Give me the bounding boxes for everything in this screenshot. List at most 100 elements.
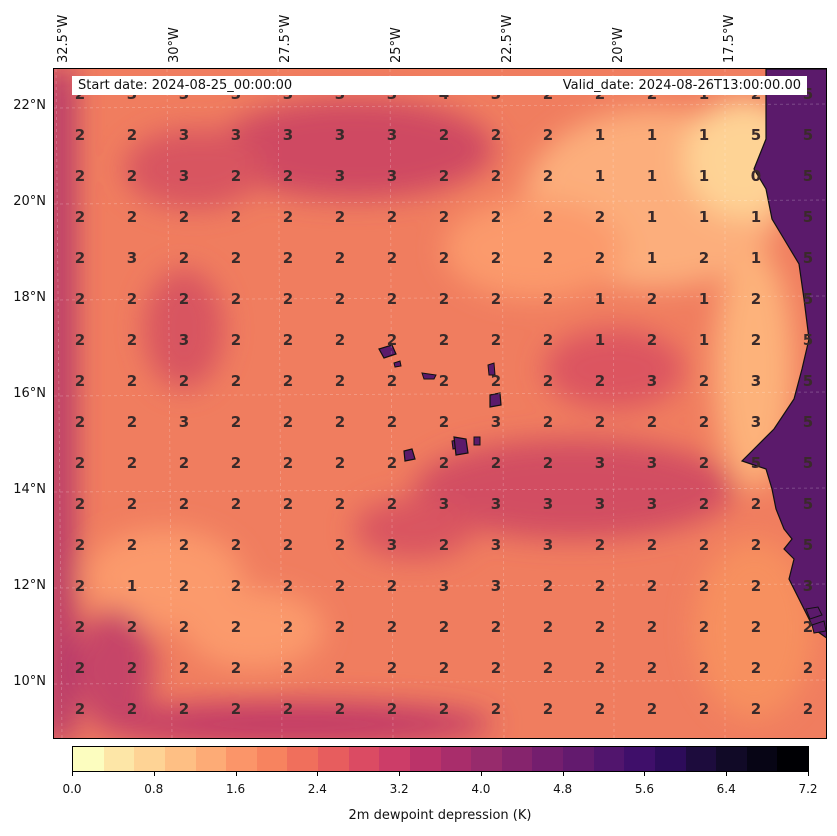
grid-value: 2 xyxy=(75,495,85,513)
grid-value: 2 xyxy=(543,126,553,144)
grid-value: 2 xyxy=(231,413,241,431)
grid-value: 2 xyxy=(127,618,137,636)
grid-value: 2 xyxy=(335,208,345,226)
grid-value: 2 xyxy=(231,372,241,390)
colorbar-segment xyxy=(563,747,594,771)
grid-value: 1 xyxy=(595,126,605,144)
grid-value: 3 xyxy=(231,126,241,144)
colorbar-segment xyxy=(164,747,196,771)
colorbar-tick-label: 3.2 xyxy=(389,782,409,796)
island-santiago xyxy=(453,436,469,456)
grid-value: 2 xyxy=(751,659,761,677)
island-fogo xyxy=(403,448,416,462)
grid-value: 2 xyxy=(387,208,397,226)
grid-value: 2 xyxy=(335,495,345,513)
grid-value: 2 xyxy=(595,372,605,390)
grid-value: 2 xyxy=(127,413,137,431)
grid-value: 3 xyxy=(439,577,449,595)
grid-value: 2 xyxy=(699,700,709,718)
colorbar-segment xyxy=(379,747,410,771)
lat-label: 22°N xyxy=(13,98,46,113)
colorbar-tick-label: 5.6 xyxy=(634,782,654,796)
grid-value: 2 xyxy=(335,290,345,308)
grid-value: 2 xyxy=(75,659,85,677)
grid-value: 2 xyxy=(231,700,241,718)
grid-value: 2 xyxy=(387,290,397,308)
grid-value: 2 xyxy=(335,618,345,636)
coastal-island xyxy=(811,620,826,634)
lat-label: 10°N xyxy=(13,674,46,689)
grid-value: 2 xyxy=(387,331,397,349)
grid-value: 3 xyxy=(127,249,137,267)
grid-value: 2 xyxy=(283,413,293,431)
colorbar-tick xyxy=(480,772,482,776)
grid-value: 2 xyxy=(127,495,137,513)
colorbar-tick xyxy=(726,772,728,776)
info-bar: Start date: 2024-08-25_00:00:00 Valid_da… xyxy=(72,76,807,95)
grid-value: 2 xyxy=(283,372,293,390)
grid-value: 2 xyxy=(231,659,241,677)
grid-value: 3 xyxy=(439,495,449,513)
grid-value: 2 xyxy=(491,208,501,226)
grid-value: 2 xyxy=(439,167,449,185)
grid-value: 5 xyxy=(803,495,813,513)
grid-value: 2 xyxy=(803,700,813,718)
island-sao-nicolau xyxy=(421,372,437,380)
grid-value: 2 xyxy=(231,577,241,595)
grid-value: 2 xyxy=(179,454,189,472)
start-date-label: Start date: 2024-08-25_00:00:00 xyxy=(78,78,293,93)
grid-value: 2 xyxy=(75,372,85,390)
grid-value: 2 xyxy=(751,618,761,636)
lon-label: 25°W xyxy=(389,27,404,63)
colorbar-tick-label: 0.8 xyxy=(144,782,164,796)
colorbar-segment xyxy=(256,747,288,771)
grid-value: 2 xyxy=(647,618,657,636)
lat-label: 20°N xyxy=(13,194,46,209)
colorbar-segment xyxy=(195,747,227,771)
grid-value: 2 xyxy=(439,618,449,636)
colorbar-segment xyxy=(685,747,717,771)
lon-label: 20°W xyxy=(611,27,626,63)
grid-value: 3 xyxy=(179,126,189,144)
grid-value: 2 xyxy=(647,700,657,718)
grid-value: 1 xyxy=(595,167,605,185)
colorbar-segment xyxy=(593,747,625,771)
colorbar-title: 2m dewpoint depression (K) xyxy=(348,808,532,823)
grid-value: 2 xyxy=(491,331,501,349)
grid-value: 1 xyxy=(699,126,709,144)
grid-value: 2 xyxy=(335,249,345,267)
colorbar-tick-label: 1.6 xyxy=(226,782,246,796)
grid-value: 2 xyxy=(543,700,553,718)
grid-value: 2 xyxy=(127,536,137,554)
value-grid: 2333333432221252233333222111552232233222… xyxy=(75,85,813,718)
grid-value: 2 xyxy=(387,454,397,472)
grid-value: 2 xyxy=(439,536,449,554)
grid-value: 2 xyxy=(387,372,397,390)
grid-value: 2 xyxy=(283,577,293,595)
grid-value: 2 xyxy=(283,618,293,636)
colorbar-segment xyxy=(134,747,165,771)
grid-value: 3 xyxy=(595,495,605,513)
grid-value: 5 xyxy=(803,372,813,390)
grid-value: 2 xyxy=(283,290,293,308)
colorbar-tick xyxy=(562,772,564,776)
grid-value: 2 xyxy=(751,577,761,595)
grid-value: 2 xyxy=(543,413,553,431)
grid-value: 1 xyxy=(699,331,709,349)
grid-value: 2 xyxy=(439,372,449,390)
colorbar xyxy=(72,746,809,772)
grid-value: 2 xyxy=(595,249,605,267)
grid-value: 2 xyxy=(543,290,553,308)
grid-value: 1 xyxy=(751,208,761,226)
grid-value: 2 xyxy=(387,495,397,513)
grid-value: 2 xyxy=(387,618,397,636)
grid-value: 3 xyxy=(647,495,657,513)
grid-value: 2 xyxy=(127,290,137,308)
grid-value: 2 xyxy=(127,372,137,390)
grid-value: 2 xyxy=(283,659,293,677)
grid-value: 5 xyxy=(803,208,813,226)
lon-label: 27.5°W xyxy=(278,14,293,63)
grid-value: 2 xyxy=(751,290,761,308)
grid-value: 2 xyxy=(127,454,137,472)
grid-value: 5 xyxy=(803,249,813,267)
